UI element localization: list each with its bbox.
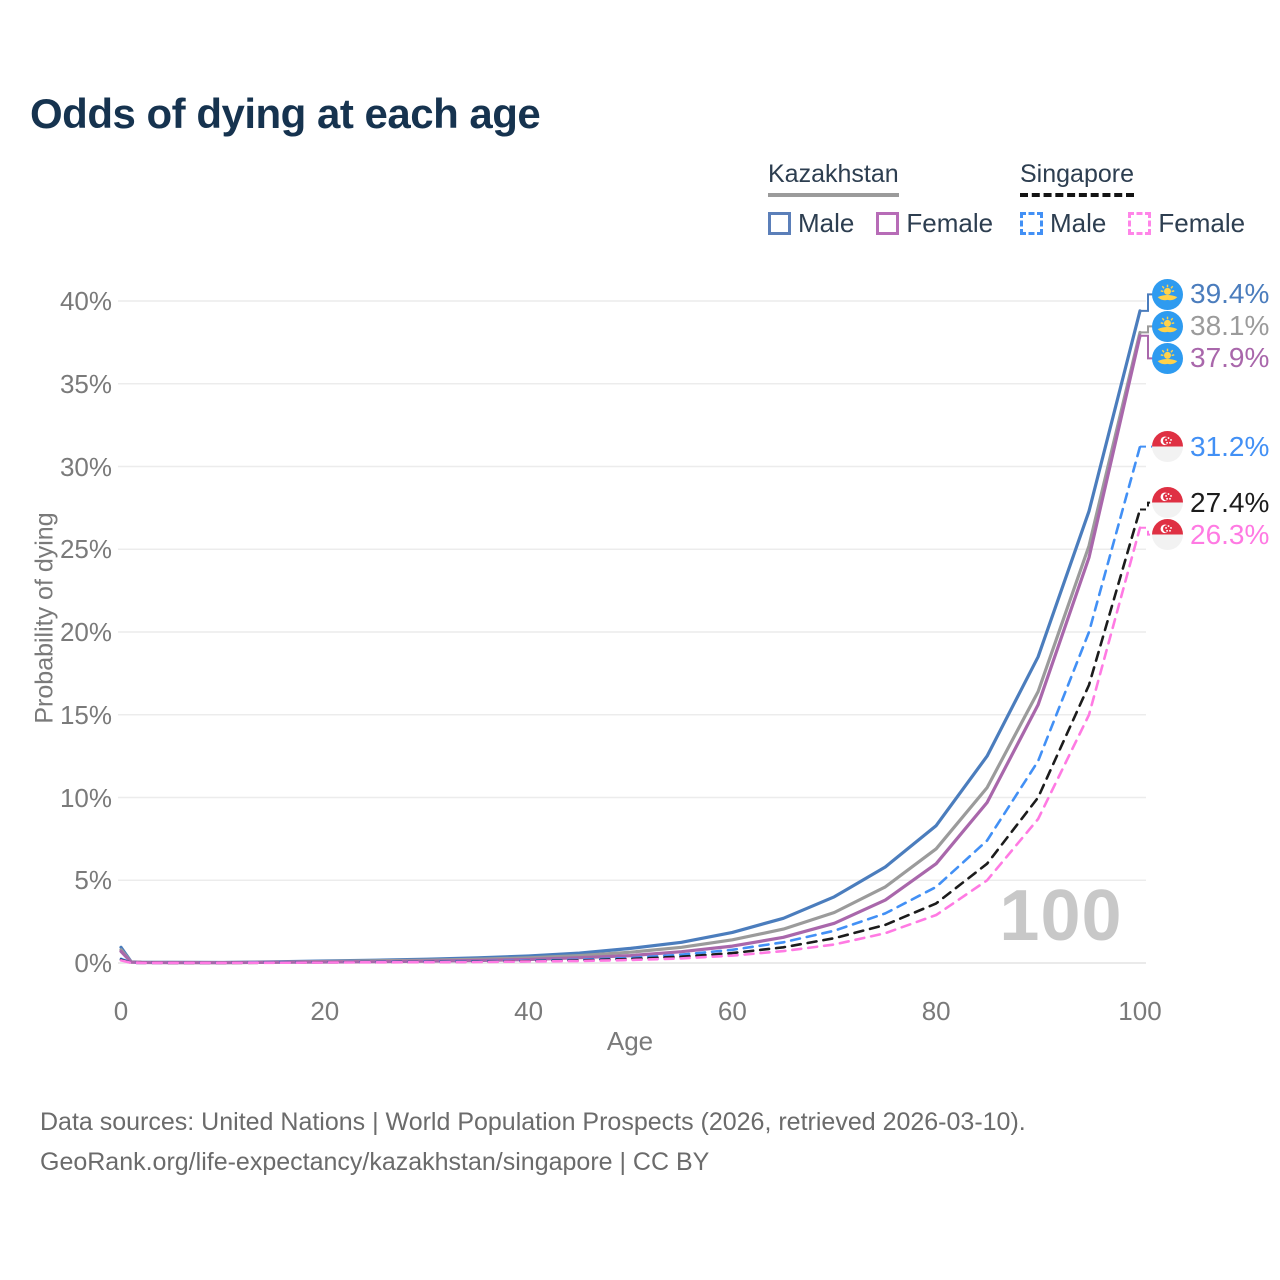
legend-header-singapore: Singapore [1020, 160, 1134, 197]
kazakhstan-flag-icon [1152, 310, 1183, 342]
singapore-flag-icon [1152, 487, 1183, 519]
kazakhstan-female-swatch-icon [876, 212, 900, 235]
x-axis-title: Age [606, 1026, 654, 1056]
kazakhstan-flag-icon [1152, 278, 1183, 310]
singapore-flag-icon [1152, 431, 1183, 463]
kazakhstan-flag-icon [1152, 342, 1183, 374]
end-value-label: 27.4% [1190, 486, 1270, 518]
y-tick-10: 10% [59, 782, 112, 813]
x-tick-80: 80 [921, 996, 951, 1026]
legend-label: Female [1158, 208, 1246, 238]
singapore-male-swatch-icon [1020, 212, 1043, 235]
end-value-label: 26.3% [1190, 518, 1270, 550]
footer-attribution[interactable]: GeoRank.org/life-expectancy/kazakhstan/s… [40, 1148, 710, 1176]
series-line-singapore-female[interactable] [119, 526, 1142, 965]
series-line-singapore-male[interactable] [119, 445, 1142, 965]
x-tick-40: 40 [514, 996, 544, 1026]
x-tick-100: 100 [1118, 996, 1162, 1026]
end-label-connector-kazakhstan-female [1140, 334, 1153, 360]
series-line-kazakhstan-total[interactable] [119, 330, 1142, 965]
y-tick-5: 5% [74, 865, 112, 896]
singapore-female-swatch-icon [1128, 212, 1152, 235]
end-value-label: 38.1% [1190, 310, 1270, 342]
x-tick-60: 60 [717, 996, 747, 1026]
y-tick-15: 15% [59, 699, 112, 730]
y-tick-25: 25% [59, 534, 112, 565]
y-tick-35: 35% [59, 368, 112, 399]
footer-sources: Data sources: United Nations | World Pop… [40, 1108, 1026, 1136]
y-tick-20: 20% [59, 617, 112, 647]
legend-label: Male [1050, 208, 1107, 238]
page-title: Odds of dying at each age [30, 90, 541, 137]
kazakhstan-male-swatch-icon [768, 212, 791, 235]
end-value-label: 39.4% [1190, 278, 1270, 310]
y-tick-40: 40% [59, 286, 112, 316]
end-label-singapore-female[interactable]: 26.3% [1152, 519, 1269, 551]
legend-group-kazakhstan: Kazakhstan Male Female [768, 160, 1015, 239]
legend-item-kazakhstan-male[interactable]: Male [768, 208, 854, 239]
y-tick-30: 30% [59, 451, 112, 482]
legend-item-singapore-male[interactable]: Male [1020, 208, 1106, 239]
x-tick-20: 20 [310, 996, 340, 1026]
legend-label: Female [906, 208, 994, 238]
end-label-kazakhstan-total[interactable]: 38.1% [1152, 310, 1269, 342]
end-label-kazakhstan-female[interactable]: 37.9% [1152, 342, 1269, 374]
end-label-connector-singapore-total [1140, 501, 1153, 511]
series-line-kazakhstan-female[interactable] [119, 334, 1142, 965]
legend-item-singapore-female[interactable]: Female [1128, 208, 1245, 239]
end-label-kazakhstan-male[interactable]: 39.4% [1152, 278, 1269, 310]
watermark-age-100: 100 [999, 876, 1123, 956]
singapore-flag-icon [1152, 519, 1183, 551]
end-value-label: 31.2% [1190, 430, 1270, 462]
legend-header-kazakhstan: Kazakhstan [768, 160, 899, 197]
legend-item-kazakhstan-female[interactable]: Female [876, 208, 993, 239]
end-label-connector-singapore-female [1140, 526, 1153, 536]
series-line-singapore-total[interactable] [119, 508, 1142, 965]
y-tick-0: 0% [74, 948, 112, 978]
end-label-connector-kazakhstan-male [1140, 293, 1153, 312]
end-label-singapore-total[interactable]: 27.4% [1152, 487, 1269, 519]
end-label-connector-kazakhstan-total [1140, 325, 1153, 334]
end-label-singapore-male[interactable]: 31.2% [1152, 431, 1269, 463]
x-tick-0: 0 [113, 996, 129, 1026]
legend-label: Male [798, 208, 855, 238]
legend-group-singapore: Singapore Male Female [1020, 160, 1267, 239]
end-value-label: 37.9% [1190, 342, 1270, 374]
